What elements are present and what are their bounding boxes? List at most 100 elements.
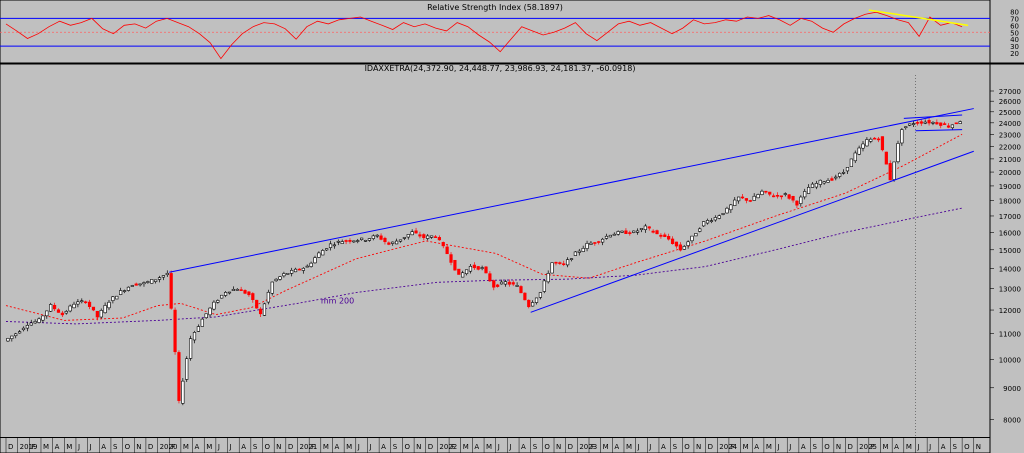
price-tick-label: 20000 bbox=[999, 169, 1021, 177]
candle-body bbox=[612, 233, 616, 236]
x-tick-label: N bbox=[276, 443, 281, 451]
x-tick-label: N bbox=[416, 443, 421, 451]
x-tick-label: J bbox=[89, 443, 92, 451]
x-tick-label: S bbox=[813, 443, 818, 451]
x-tick-label: O bbox=[964, 443, 970, 451]
rsi-title: Relative Strength Index (58.1897) bbox=[427, 3, 563, 12]
candle-body bbox=[698, 228, 702, 232]
candle-body bbox=[111, 296, 115, 301]
x-tick-label: J bbox=[928, 443, 931, 451]
candle-body bbox=[169, 273, 173, 309]
price-tick-label: 10000 bbox=[999, 356, 1021, 364]
candle-body bbox=[317, 252, 321, 258]
candle-body bbox=[721, 213, 725, 215]
candle-body bbox=[865, 139, 869, 147]
x-tick-label: D bbox=[8, 443, 13, 451]
candle-body bbox=[60, 312, 64, 316]
candle-body bbox=[756, 194, 760, 199]
candle-body bbox=[72, 303, 76, 309]
candle-body bbox=[783, 193, 787, 195]
candle-body bbox=[360, 237, 364, 240]
candle-body bbox=[154, 279, 158, 282]
candle-body bbox=[68, 305, 72, 312]
x-tick-label: 2021 bbox=[300, 443, 318, 451]
candle-body bbox=[744, 198, 749, 201]
candle-body bbox=[542, 280, 546, 292]
candle-body bbox=[414, 230, 418, 234]
candle-body bbox=[635, 230, 640, 233]
candle-body bbox=[200, 318, 204, 327]
candle-body bbox=[492, 280, 496, 288]
candle-body bbox=[869, 138, 873, 142]
x-tick-label: D bbox=[708, 443, 713, 451]
candle-body bbox=[297, 268, 302, 271]
candle-body bbox=[453, 259, 457, 271]
candle-body bbox=[33, 321, 37, 324]
moving-average-200 bbox=[5, 207, 963, 325]
price-title: IDAXXETRA(24,372.90, 24,448.77, 23,986.9… bbox=[365, 64, 636, 73]
candle-body bbox=[363, 240, 368, 242]
candle-body bbox=[41, 315, 45, 321]
candle-body bbox=[352, 240, 356, 243]
x-tick-label: 2019 bbox=[20, 443, 38, 451]
candle-body bbox=[562, 263, 566, 265]
candle-body bbox=[911, 123, 916, 125]
candle-body bbox=[939, 122, 943, 126]
candle-body bbox=[328, 243, 333, 248]
candle-body bbox=[437, 237, 441, 241]
candle-body bbox=[601, 238, 605, 243]
x-tick-label: M bbox=[43, 443, 49, 451]
candle-body bbox=[76, 301, 80, 305]
price-tick-label: 23000 bbox=[999, 131, 1021, 139]
candle-body bbox=[340, 241, 344, 244]
candle-body bbox=[585, 243, 589, 249]
candle-body bbox=[822, 181, 826, 184]
x-tick-label: S bbox=[253, 443, 258, 451]
candle-body bbox=[95, 310, 99, 318]
candle-body bbox=[282, 273, 286, 277]
candle-body bbox=[278, 276, 282, 280]
candle-body bbox=[814, 183, 818, 188]
candle-body bbox=[103, 305, 107, 314]
candle-body bbox=[915, 122, 920, 124]
x-tick-label: F bbox=[591, 443, 595, 451]
candle-body bbox=[888, 163, 892, 181]
candle-body bbox=[391, 241, 395, 244]
candle-body bbox=[772, 195, 776, 198]
candle-body bbox=[181, 380, 185, 404]
candle-body bbox=[647, 226, 651, 229]
x-tick-label: O bbox=[265, 443, 271, 451]
price-tick-label: 14000 bbox=[999, 265, 1021, 273]
candle-body bbox=[262, 303, 267, 316]
candle-body bbox=[908, 123, 912, 126]
candle-body bbox=[247, 291, 251, 296]
x-tick-label: A bbox=[941, 443, 946, 451]
candle-body bbox=[659, 234, 663, 237]
candle-body bbox=[527, 299, 531, 308]
x-tick-label: A bbox=[334, 443, 339, 451]
candle-body bbox=[892, 161, 896, 180]
x-tick-label: O bbox=[125, 443, 131, 451]
rsi-line bbox=[5, 11, 963, 60]
candle-body bbox=[255, 299, 259, 309]
candle-body bbox=[274, 278, 278, 282]
x-tick-label: O bbox=[684, 443, 690, 451]
candle-body bbox=[204, 313, 208, 319]
x-tick-label: A bbox=[894, 443, 899, 451]
x-tick-label: S bbox=[533, 443, 538, 451]
x-tick-label: D bbox=[848, 443, 853, 451]
candle-body bbox=[845, 167, 850, 172]
candle-body bbox=[266, 291, 270, 303]
candle-body bbox=[876, 138, 881, 141]
candle-body bbox=[6, 338, 10, 342]
candle-body bbox=[37, 318, 41, 323]
rsi-tick-label: 60 bbox=[1010, 22, 1019, 30]
candle-body bbox=[371, 235, 375, 239]
price-tick-label: 26000 bbox=[999, 98, 1021, 106]
candles-group bbox=[6, 117, 962, 406]
x-tick-label: M bbox=[66, 443, 72, 451]
candle-body bbox=[227, 291, 232, 294]
candle-body bbox=[624, 230, 628, 234]
candle-body bbox=[325, 248, 329, 251]
candle-body bbox=[861, 143, 865, 149]
